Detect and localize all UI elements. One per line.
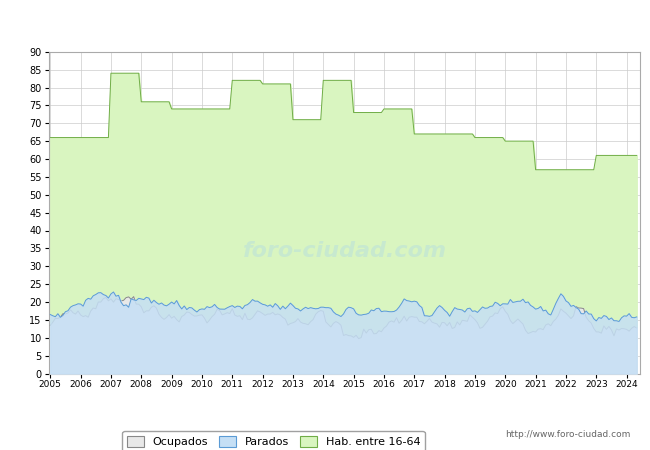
Text: Lagata - Evolucion de la poblacion en edad de Trabajar Mayo de 2024: Lagata - Evolucion de la poblacion en ed… [92,17,558,30]
Text: http://www.foro-ciudad.com: http://www.foro-ciudad.com [505,430,630,439]
Legend: Ocupados, Parados, Hab. entre 16-64: Ocupados, Parados, Hab. entre 16-64 [122,431,424,450]
Text: foro-ciudad.com: foro-ciudad.com [242,241,447,261]
